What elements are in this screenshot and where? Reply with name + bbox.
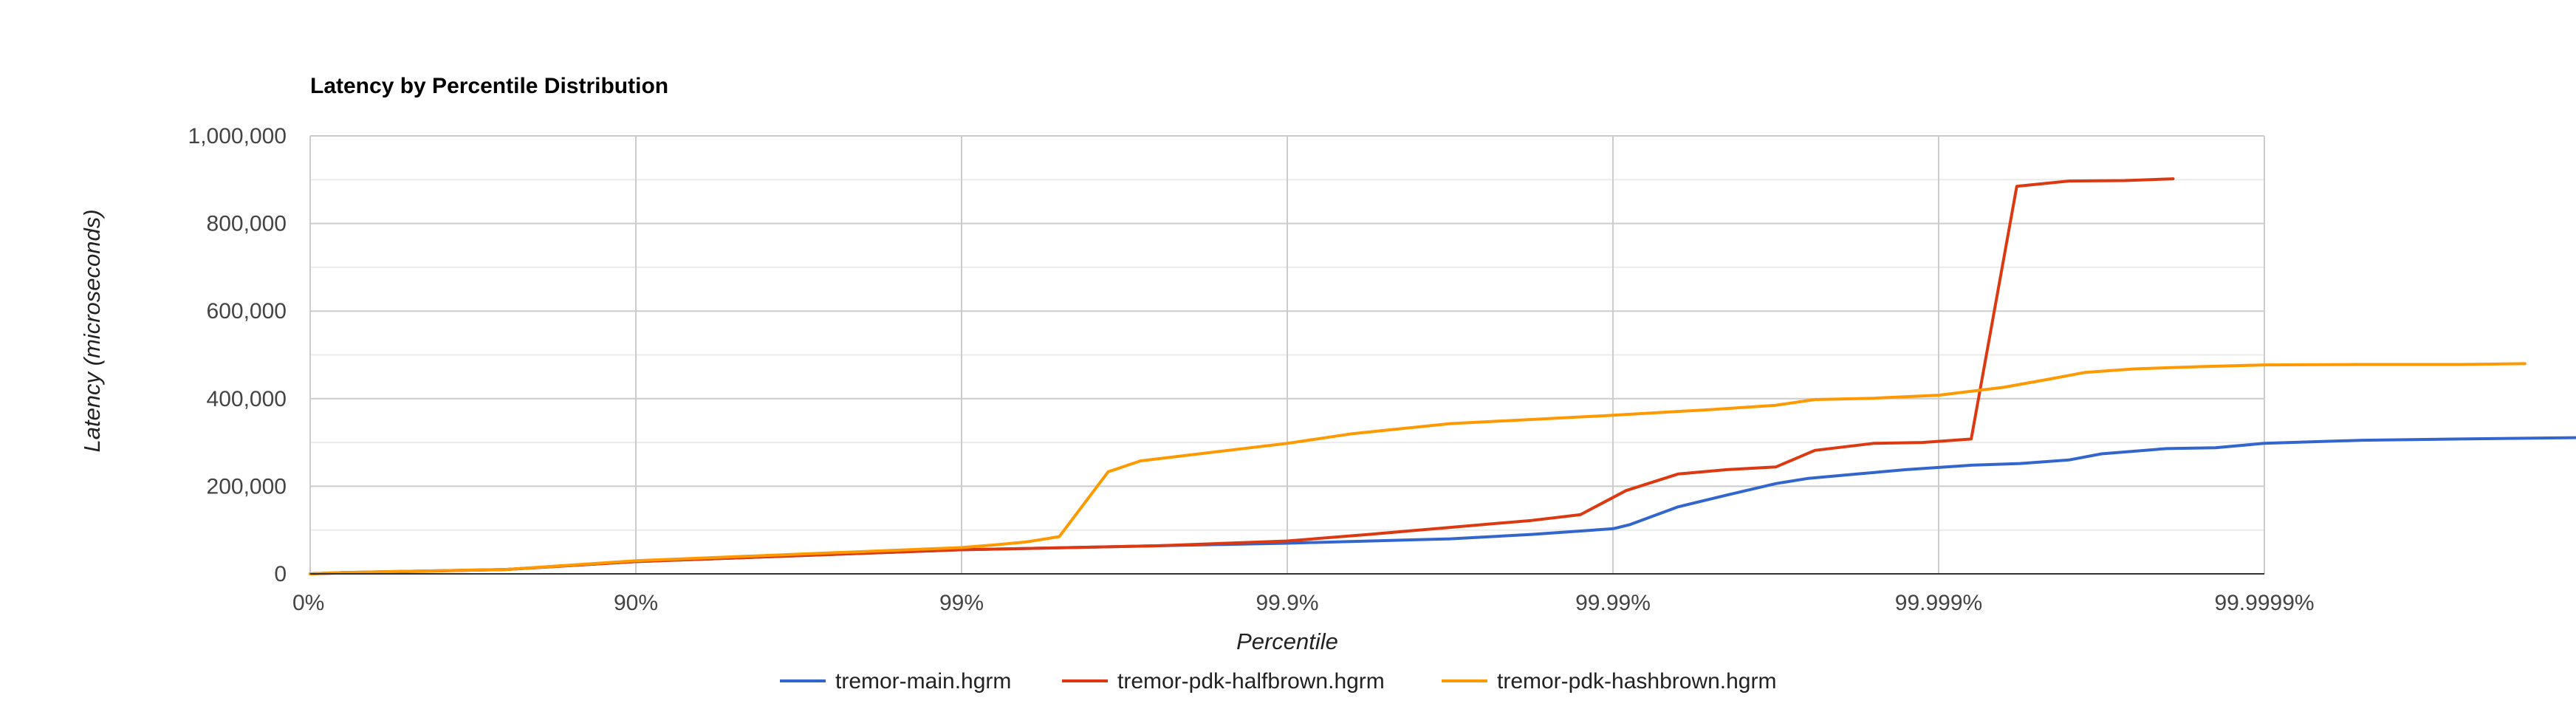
x-tick-label: 99.999% [1895,591,1982,615]
y-tick-label: 1,000,000 [188,124,287,148]
x-tick-label: 99.99% [1575,591,1651,615]
x-tick-label: 0% [292,591,324,615]
series-line-2 [309,362,2527,575]
y-tick-label: 600,000 [207,299,287,323]
y-tick-label: 800,000 [207,212,287,236]
y-axis-title: Latency (microseconds) [79,209,105,452]
legend: tremor-main.hgrm tremor-pdk-halfbrown.hgr… [780,669,1776,693]
legend-label: tremor-main.hgrm [835,669,1011,693]
y-tick-labels: 0 200,000 400,000 600,000 800,000 1,000,000 [188,124,287,586]
series-line-1 [309,177,2175,575]
x-axis-title: Percentile [1236,628,1338,654]
y-tick-label: 200,000 [207,474,287,499]
y-tick-label: 0 [274,562,287,586]
series-line-0 [309,436,2576,575]
chart-title: Latency by Percentile Distribution [310,74,668,98]
legend-label: tremor-pdk-hashbrown.hgrm [1497,669,1776,693]
x-tick-label: 99% [939,591,984,615]
x-tick-label: 99.9% [1256,591,1318,615]
gridlines [309,135,2265,575]
x-tick-labels: 0% 90% 99% 99.9% 99.99% 99.999% 99.9999% [292,591,2315,615]
x-tick-label: 99.9999% [2214,591,2314,615]
series-lines [309,177,2576,575]
legend-label: tremor-pdk-halfbrown.hgrm [1117,669,1385,693]
x-tick-label: 90% [614,591,658,615]
y-tick-label: 400,000 [207,387,287,411]
